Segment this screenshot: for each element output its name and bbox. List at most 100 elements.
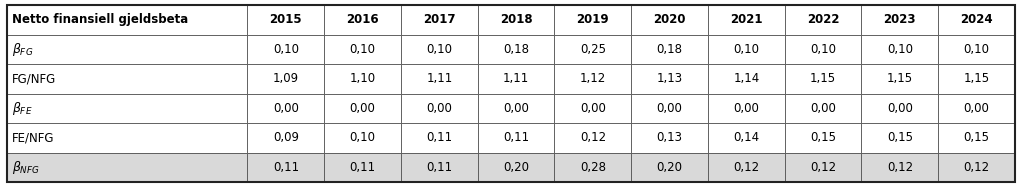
Text: 1,12: 1,12 — [579, 72, 606, 85]
Bar — [862, 153, 938, 182]
Text: 2016: 2016 — [346, 13, 379, 26]
Text: 0,10: 0,10 — [350, 131, 376, 144]
Text: 0,10: 0,10 — [426, 43, 453, 56]
Bar — [324, 123, 401, 153]
Bar — [247, 34, 324, 64]
Text: 2023: 2023 — [884, 13, 916, 26]
Text: 0,00: 0,00 — [734, 102, 759, 115]
Bar — [708, 5, 785, 34]
Bar — [7, 94, 247, 123]
Text: 0,12: 0,12 — [579, 131, 606, 144]
Text: $\beta_{FG}$: $\beta_{FG}$ — [12, 41, 34, 58]
Bar — [708, 153, 785, 182]
Bar — [632, 5, 708, 34]
Bar — [401, 123, 477, 153]
Bar — [708, 94, 785, 123]
Bar — [7, 5, 247, 34]
Text: 0,00: 0,00 — [273, 102, 298, 115]
Text: 0,10: 0,10 — [350, 43, 376, 56]
Bar — [7, 153, 247, 182]
Bar — [477, 34, 555, 64]
Text: 0,18: 0,18 — [503, 43, 529, 56]
Text: 0,15: 0,15 — [964, 131, 989, 144]
Bar — [555, 64, 632, 94]
Text: 0,15: 0,15 — [887, 131, 913, 144]
Text: 0,11: 0,11 — [273, 161, 298, 174]
Text: 0,11: 0,11 — [350, 161, 376, 174]
Bar — [862, 34, 938, 64]
Bar — [938, 34, 1015, 64]
Bar — [938, 94, 1015, 123]
Text: 1,10: 1,10 — [350, 72, 376, 85]
Bar — [862, 64, 938, 94]
Bar — [324, 5, 401, 34]
Bar — [555, 94, 632, 123]
Text: $\beta_{NFG}$: $\beta_{NFG}$ — [12, 159, 40, 176]
Bar — [555, 5, 632, 34]
Bar — [862, 94, 938, 123]
Text: 1,15: 1,15 — [887, 72, 913, 85]
Bar — [477, 153, 555, 182]
Bar — [324, 153, 401, 182]
Bar — [247, 64, 324, 94]
Bar — [7, 123, 247, 153]
Bar — [862, 123, 938, 153]
Bar — [247, 5, 324, 34]
Bar — [632, 94, 708, 123]
Text: 1,11: 1,11 — [426, 72, 453, 85]
Text: 0,13: 0,13 — [656, 131, 683, 144]
Bar — [785, 123, 862, 153]
Text: 1,11: 1,11 — [503, 72, 529, 85]
Text: 1,15: 1,15 — [810, 72, 836, 85]
Bar — [401, 94, 477, 123]
Bar — [555, 153, 632, 182]
Text: 0,20: 0,20 — [656, 161, 683, 174]
Bar — [938, 153, 1015, 182]
Text: 2017: 2017 — [423, 13, 456, 26]
Text: 0,20: 0,20 — [503, 161, 529, 174]
Bar — [247, 94, 324, 123]
Bar — [401, 64, 477, 94]
Bar — [324, 94, 401, 123]
Text: 1,09: 1,09 — [273, 72, 298, 85]
Text: 0,10: 0,10 — [810, 43, 836, 56]
Text: 0,10: 0,10 — [273, 43, 298, 56]
Bar — [632, 123, 708, 153]
Text: FG/NFG: FG/NFG — [12, 72, 56, 85]
Text: 0,10: 0,10 — [964, 43, 989, 56]
Bar — [247, 123, 324, 153]
Text: 0,00: 0,00 — [503, 102, 529, 115]
Bar — [632, 64, 708, 94]
Bar — [938, 64, 1015, 94]
Text: 0,10: 0,10 — [887, 43, 913, 56]
Text: 0,12: 0,12 — [887, 161, 913, 174]
Text: 0,00: 0,00 — [350, 102, 375, 115]
Text: 0,18: 0,18 — [656, 43, 683, 56]
Bar — [401, 34, 477, 64]
Text: 2024: 2024 — [961, 13, 993, 26]
Bar — [401, 153, 477, 182]
Text: 0,00: 0,00 — [810, 102, 836, 115]
Bar — [401, 5, 477, 34]
Bar — [7, 34, 247, 64]
Bar — [7, 64, 247, 94]
Bar — [785, 153, 862, 182]
Text: 0,12: 0,12 — [964, 161, 989, 174]
Bar — [785, 5, 862, 34]
Text: 0,28: 0,28 — [579, 161, 606, 174]
Text: Netto finansiell gjeldsbeta: Netto finansiell gjeldsbeta — [12, 13, 188, 26]
Text: 1,14: 1,14 — [733, 72, 759, 85]
Bar — [938, 5, 1015, 34]
Text: 0,10: 0,10 — [734, 43, 759, 56]
Text: 0,00: 0,00 — [887, 102, 913, 115]
Text: 2020: 2020 — [653, 13, 686, 26]
Text: 0,00: 0,00 — [426, 102, 453, 115]
Text: 1,13: 1,13 — [656, 72, 683, 85]
Text: 2015: 2015 — [270, 13, 303, 26]
Bar — [708, 123, 785, 153]
Text: 0,15: 0,15 — [810, 131, 836, 144]
Text: 2022: 2022 — [807, 13, 839, 26]
Text: 0,11: 0,11 — [426, 161, 453, 174]
Bar — [477, 123, 555, 153]
Text: 0,00: 0,00 — [964, 102, 989, 115]
